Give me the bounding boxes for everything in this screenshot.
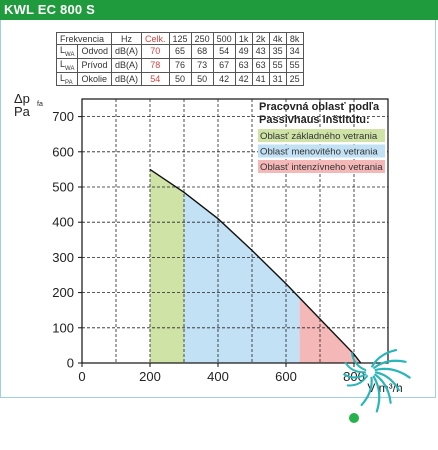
spec-header-cell: 250	[190, 32, 214, 45]
y-axis-label-sub: fa	[37, 101, 43, 108]
spec-value: 31	[268, 71, 287, 87]
logo-dot	[349, 413, 359, 423]
legend-swatch-3	[258, 160, 385, 173]
spec-unit: dB(A)	[110, 71, 143, 87]
logo-stroke	[372, 375, 381, 413]
spec-value: 50	[168, 71, 192, 87]
spec-row: LWA Prívod dB(A) 78 76 73 67 63 63 55 55	[55, 57, 304, 73]
spec-header-cell: 8k	[285, 32, 304, 45]
legend-swatch-2	[258, 144, 385, 158]
spec-header-cell: Celk.	[141, 32, 170, 45]
product-title: KWL EC 800 S	[4, 2, 96, 17]
logo-stroke	[374, 367, 411, 379]
logo-stroke	[371, 348, 398, 368]
y-axis-label: Δp	[14, 91, 30, 106]
plot-frame	[81, 98, 389, 364]
y-axis-unit: Pa	[14, 104, 31, 119]
y-tick-label: 300	[52, 250, 74, 265]
y-tick-label: 200	[52, 285, 74, 300]
logo-stroke	[344, 361, 367, 374]
logo-stroke	[351, 352, 367, 372]
spec-header-cell: 500	[212, 32, 236, 45]
spec-header-cell: Hz	[110, 32, 143, 45]
curve-layer	[149, 168, 362, 364]
logo-stroke	[373, 359, 407, 369]
zone-area-2	[184, 192, 300, 363]
y-tick-label: 600	[52, 144, 74, 159]
y-tick-label: 0	[67, 356, 74, 371]
x-tick-label: 400	[207, 369, 229, 384]
sound-spec-table: Frekvencia Hz Celk. 125 250 500 1k 2k 4k 8k LWA Odv…	[55, 32, 304, 87]
spec-value: 42	[212, 71, 236, 87]
logo-stroke	[343, 373, 367, 379]
spec-value: 76	[168, 57, 192, 73]
zone-area-1	[150, 169, 184, 363]
logo-stroke	[360, 376, 373, 407]
x-tick-label: 600	[275, 369, 297, 384]
grid-layer	[82, 99, 388, 363]
spec-header-cell: 4k	[268, 32, 287, 45]
x-tick-label: 200	[139, 369, 161, 384]
legend-label-3: Oblasť intenzívneho vetrania	[260, 162, 383, 173]
legend-swatch-1	[258, 129, 385, 142]
x-tick-label: 0	[78, 369, 85, 384]
logo-stroke	[346, 375, 369, 387]
zones-layer	[150, 169, 361, 363]
y-tick-label: 400	[52, 215, 74, 230]
product-header-bar: KWL EC 800 S	[0, 0, 438, 20]
swirl-logo	[343, 348, 411, 423]
spec-symbol: LPA	[55, 71, 79, 87]
logo-stroke	[374, 373, 392, 404]
spec-header-cell: 125	[168, 32, 192, 45]
legend-title-2: Passivhaus inštitútu:	[259, 114, 370, 126]
y-tick-label: 700	[52, 109, 74, 124]
spec-header-row: Frekvencia Hz Celk. 125 250 500 1k 2k 4k 8k	[56, 32, 304, 45]
legend-label-1: Oblasť základného vetrania	[260, 131, 378, 142]
spec-total: 54	[141, 71, 170, 87]
legend-title-1: Pracovná oblasť podľa	[259, 101, 380, 113]
logo-stroke	[374, 371, 400, 392]
spec-value: 50	[190, 71, 214, 87]
y-tick-label: 500	[52, 180, 74, 195]
spec-value: 25	[285, 71, 304, 87]
spec-row: LPA Okolie dB(A) 54 50 50 42 42 41 31 25	[55, 71, 304, 87]
y-tick-label: 100	[52, 320, 74, 335]
legend-label-2: Oblasť menovitého vetrania	[260, 147, 378, 158]
spec-value: 41	[251, 71, 270, 87]
spec-symbol: LWA	[55, 57, 79, 73]
fan-curve-line	[149, 168, 362, 364]
